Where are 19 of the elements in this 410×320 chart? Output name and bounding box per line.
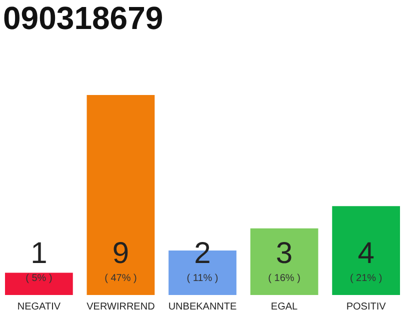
annotation: ( 21% ) <box>350 273 382 284</box>
annotation: ( 16% ) <box>268 273 300 284</box>
bar <box>5 272 73 295</box>
x-tick-label: UNBEKANNTE <box>168 302 237 312</box>
bar <box>86 95 155 295</box>
annotation: ( 47% ) <box>104 273 137 284</box>
bar <box>250 228 318 295</box>
data-label: 9 <box>112 237 130 270</box>
x-tick-label: POSITIV <box>346 302 386 312</box>
data-label: 1 <box>30 237 48 270</box>
data-label: 4 <box>358 237 374 270</box>
x-tick-label: VERWIRREND <box>86 302 155 312</box>
chart-title: 090318679 <box>3 0 164 36</box>
bar <box>332 206 400 295</box>
data-label: 3 <box>276 237 293 270</box>
x-tick-label: EGAL <box>270 302 298 312</box>
annotation: ( 5% ) <box>26 273 52 284</box>
annotation: ( 11% ) <box>186 273 218 284</box>
x-tick-label: NEGATIV <box>17 302 61 312</box>
